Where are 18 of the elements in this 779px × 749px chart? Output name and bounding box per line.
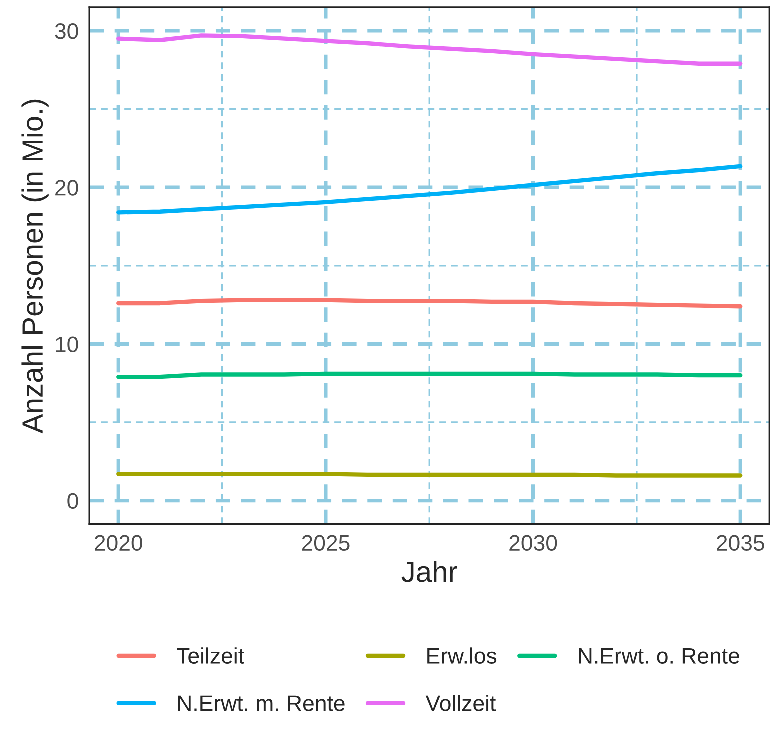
- x-tick-label: 2020: [95, 535, 142, 552]
- x-tick-label: 2025: [302, 535, 350, 552]
- line-series: [116, 34, 743, 66]
- x-axis-title: Jahr: [402, 560, 458, 582]
- legend-label: N.Erwt. o. Rente: [579, 648, 740, 664]
- legend-label: N.Erwt. m. Rente: [178, 696, 345, 712]
- y-tick-label: 10: [56, 336, 78, 352]
- y-tick-label: 20: [56, 180, 78, 196]
- legend-label: Erw.los: [428, 648, 497, 664]
- y-tick-label: 0: [68, 493, 78, 510]
- line-series: [116, 164, 743, 215]
- y-tick-label: 30: [55, 24, 78, 40]
- x-tick-label: 2030: [510, 535, 558, 552]
- line-series: [116, 298, 743, 309]
- y-axis-title: Anzahl Personen (in Mio.): [22, 100, 49, 434]
- legend-label: Vollzeit: [426, 695, 496, 712]
- x-tick-label: 2035: [717, 535, 764, 552]
- legend-label: Teilzeit: [177, 648, 244, 664]
